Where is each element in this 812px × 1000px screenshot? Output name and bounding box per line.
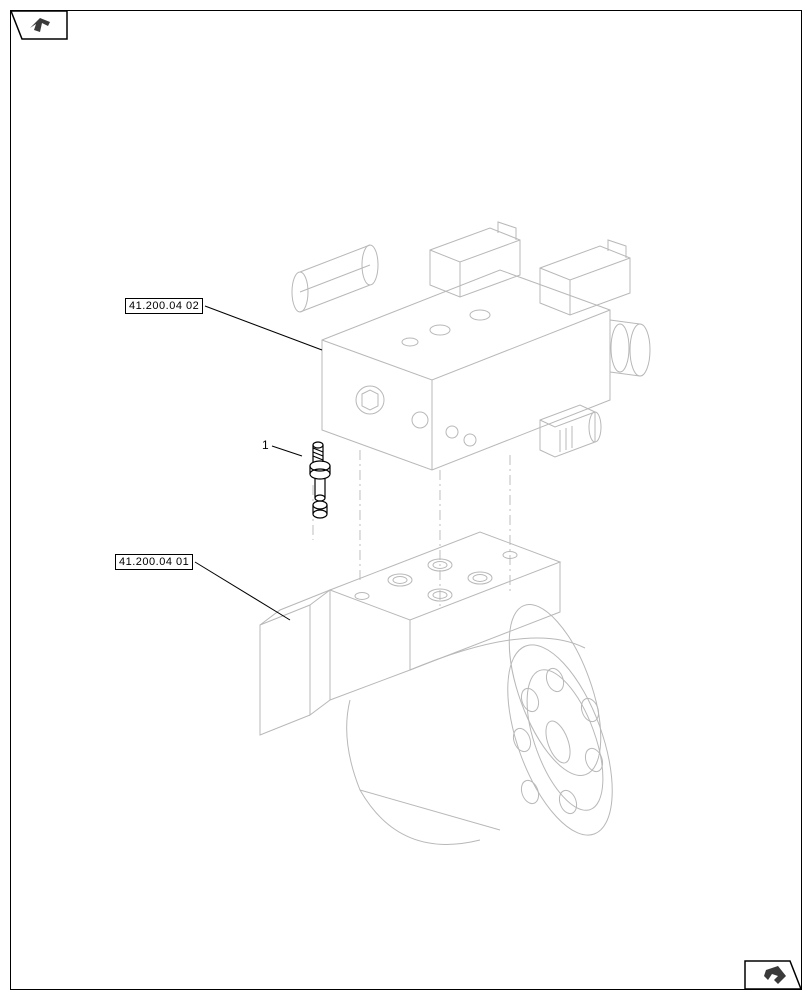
- ref-label-bottom: 41.200.04 01: [115, 554, 193, 570]
- ref-label-top: 41.200.04 02: [125, 298, 203, 314]
- assembly-axes: [313, 450, 510, 610]
- leader-lines: [195, 306, 322, 620]
- part-1-pin: [310, 442, 330, 518]
- exploded-diagram: [0, 0, 812, 1000]
- upper-valve-block: [292, 222, 650, 470]
- callout-1: 1: [262, 438, 269, 452]
- lower-steering-unit: [260, 532, 634, 848]
- page: 41.200.04 02 41.200.04 01 1: [0, 0, 812, 1000]
